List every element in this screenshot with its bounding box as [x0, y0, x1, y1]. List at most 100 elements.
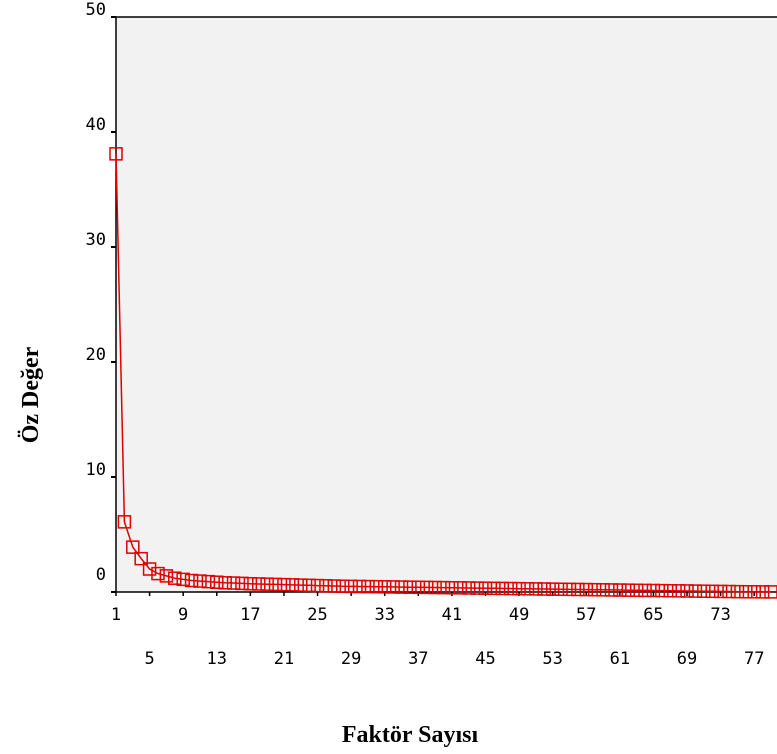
x-tick-label: 65	[643, 605, 663, 625]
data-point-marker	[655, 583, 669, 598]
data-point-marker	[697, 584, 711, 598]
y-axis-title: Öz Değer	[18, 346, 44, 443]
data-point-marker	[226, 576, 241, 590]
data-point-marker	[235, 576, 249, 591]
data-point-marker	[361, 579, 375, 594]
data-point-marker	[285, 578, 300, 592]
data-point-marker	[537, 582, 552, 596]
data-point-marker	[722, 584, 736, 599]
data-point-marker	[487, 581, 501, 596]
data-point-marker	[369, 579, 384, 594]
data-point-marker	[403, 580, 417, 594]
data-point-marker	[176, 572, 190, 587]
x-tick-label: 37	[408, 649, 428, 669]
data-point-marker	[613, 583, 627, 597]
x-tick-label: 13	[207, 649, 227, 669]
data-point-marker	[193, 574, 207, 588]
data-point-marker	[151, 566, 165, 581]
data-point-marker	[671, 584, 686, 598]
data-point-marker	[377, 580, 392, 594]
y-tick-label: 30	[86, 230, 106, 250]
data-point-marker	[512, 581, 526, 596]
x-tick-label: 1	[111, 605, 121, 625]
data-point-marker	[352, 579, 367, 594]
data-point-marker	[470, 581, 484, 595]
x-tick-label: 57	[576, 605, 596, 625]
x-axis-title: Faktör Sayısı	[342, 722, 479, 748]
data-point-marker	[764, 585, 777, 599]
data-point-marker	[478, 581, 493, 595]
data-point-marker	[302, 578, 316, 593]
data-point-marker	[445, 580, 459, 595]
data-point-marker	[159, 569, 174, 583]
data-point-marker	[520, 582, 535, 596]
data-point-marker	[117, 515, 132, 529]
data-point-marker	[252, 577, 266, 591]
x-tick-label: 9	[178, 605, 188, 625]
data-point-marker	[545, 582, 560, 596]
data-point-marker	[453, 581, 468, 595]
x-tick-label: 29	[341, 649, 361, 669]
x-tick-label: 25	[307, 605, 327, 625]
data-point-marker	[243, 576, 258, 591]
x-tick-label: 33	[374, 605, 394, 625]
y-tick-label: 50	[86, 0, 106, 20]
data-point-marker	[629, 583, 644, 598]
data-point-marker	[621, 583, 635, 597]
data-point-marker	[411, 580, 426, 595]
x-tick-label: 53	[542, 649, 562, 669]
x-tick-label: 41	[442, 605, 462, 625]
data-point-marker	[277, 577, 291, 592]
data-point-marker	[126, 540, 140, 554]
data-point-marker	[319, 579, 333, 593]
data-point-marker	[571, 582, 585, 597]
data-point-marker	[344, 579, 358, 594]
data-point-marker	[134, 551, 148, 566]
data-point-marker	[428, 580, 442, 595]
data-point-marker	[713, 584, 728, 599]
data-point-marker	[419, 580, 434, 595]
data-point-marker	[730, 584, 745, 599]
x-tick-label: 5	[144, 649, 154, 669]
y-tick-label: 0	[96, 565, 106, 585]
data-point-marker	[596, 583, 610, 597]
data-point-marker	[503, 581, 518, 596]
data-point-marker	[461, 581, 476, 595]
x-tick-label: 21	[274, 649, 294, 669]
data-point-marker	[529, 582, 543, 596]
y-tick-label: 20	[86, 345, 106, 365]
y-axis: 0 10 20 30 40 50	[86, 0, 777, 593]
data-point-marker	[293, 578, 308, 592]
data-point-marker	[755, 585, 770, 599]
data-point-marker	[604, 583, 619, 597]
data-point-marker	[495, 581, 510, 596]
data-point-marker	[747, 585, 761, 599]
eigenvalue-series	[109, 147, 777, 599]
data-point-marker	[168, 571, 182, 585]
data-point-marker	[739, 585, 753, 599]
plot-area	[116, 17, 777, 592]
data-point-marker	[436, 580, 451, 595]
data-point-marker	[268, 577, 283, 592]
data-point-marker	[386, 580, 400, 594]
data-point-marker	[646, 583, 661, 598]
data-point-marker	[201, 574, 216, 589]
x-tick-label: 61	[610, 649, 630, 669]
x-axis: 1 9 17 25 33 41 49 57 65 73 5 13 21 29 37 45 53 61 69 77	[111, 591, 777, 669]
data-point-marker	[587, 582, 602, 597]
x-tick-label: 69	[677, 649, 697, 669]
x-tick-label: 49	[509, 605, 529, 625]
data-point-marker	[142, 562, 157, 576]
x-tick-label: 77	[744, 649, 764, 669]
data-point-marker	[335, 579, 350, 593]
data-point-marker	[327, 579, 342, 593]
data-point-marker	[579, 582, 594, 597]
data-point-marker	[218, 576, 232, 590]
y-tick-label: 10	[86, 460, 106, 480]
data-point-marker	[109, 147, 123, 161]
data-point-marker	[210, 575, 224, 589]
data-point-marker	[663, 583, 677, 598]
data-point-marker	[562, 582, 577, 597]
data-point-marker	[260, 577, 274, 591]
